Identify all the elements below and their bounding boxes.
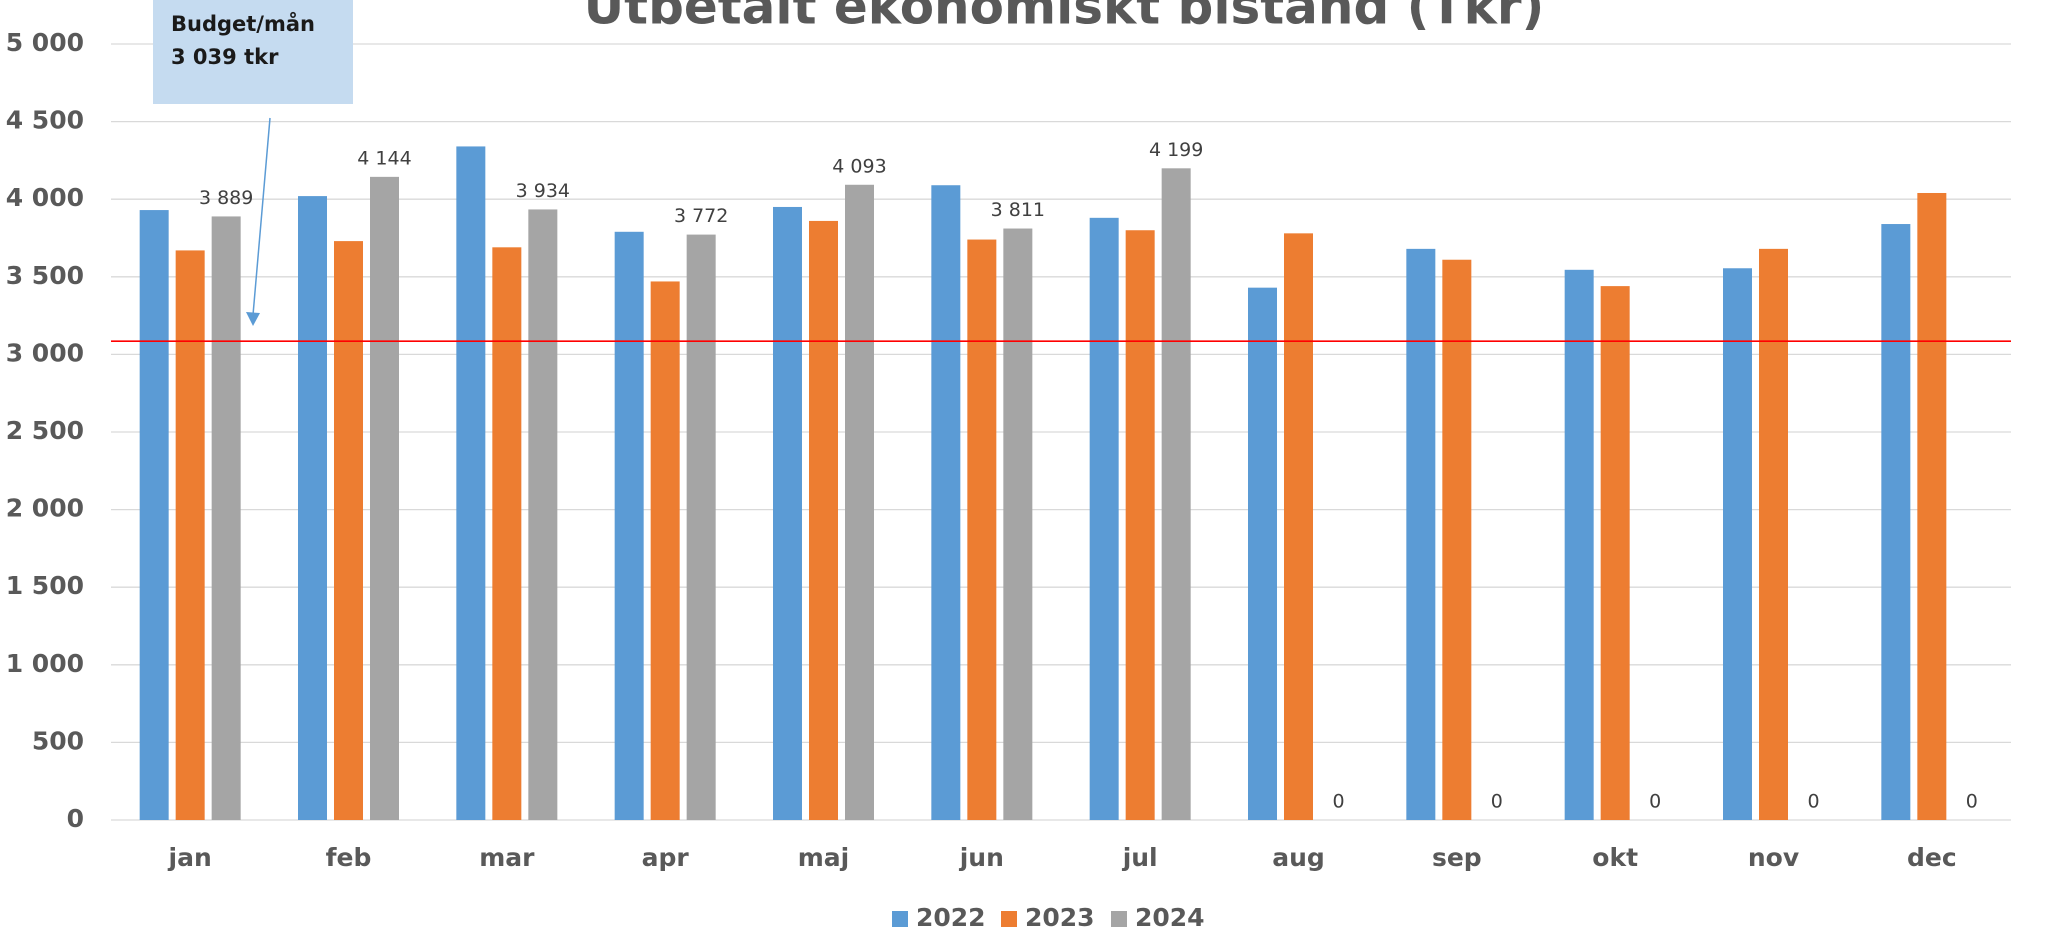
bar (1125, 230, 1155, 821)
x-tick-label: dec (1907, 843, 1957, 872)
bar (139, 210, 169, 821)
bar (686, 234, 716, 821)
y-tick-label: 3 000 (6, 338, 84, 367)
bar (1564, 269, 1594, 820)
value-label: 4 093 (832, 155, 886, 177)
bar (298, 196, 327, 820)
value-label: 3 889 (199, 187, 253, 209)
y-tick-label: 2 500 (6, 416, 84, 445)
annotation-arrow (252, 117, 271, 316)
bar (1161, 168, 1191, 821)
x-tick-label: maj (798, 843, 850, 872)
annotation-text: Budget/mån (171, 11, 315, 36)
bar (1442, 259, 1472, 820)
bar (650, 281, 680, 820)
bar (931, 185, 961, 820)
x-tick-label: mar (479, 843, 535, 872)
bar (1284, 233, 1313, 820)
value-label: 0 (1966, 791, 1978, 813)
y-tick-label: 0 (67, 804, 84, 833)
bar (211, 216, 241, 821)
y-tick-label: 5 000 (6, 28, 84, 57)
bar (1003, 228, 1033, 820)
value-label: 0 (1332, 791, 1344, 813)
y-tick-label: 1 500 (6, 571, 84, 600)
annotation-text: 3 039 tkr (171, 45, 279, 69)
y-tick-label: 1 000 (6, 649, 84, 678)
legend-label: 2022 (916, 903, 986, 932)
legend-swatch (1001, 911, 1017, 927)
x-tick-label: okt (1592, 843, 1638, 872)
x-tick-label: nov (1748, 843, 1799, 872)
y-tick-label: 4 000 (6, 183, 84, 212)
bar (334, 241, 363, 820)
x-tick-label: sep (1432, 843, 1482, 872)
x-tick-label: jul (1122, 843, 1158, 872)
bar (492, 247, 522, 820)
bar (1881, 224, 1911, 821)
bar (1723, 268, 1752, 820)
legend-swatch (1111, 911, 1127, 927)
bar (614, 231, 644, 821)
legend-label: 2024 (1135, 903, 1205, 932)
x-tick-label: jan (168, 843, 212, 872)
x-tick-label: apr (642, 843, 690, 872)
bar (370, 176, 399, 820)
bar (1600, 286, 1630, 820)
bar (1917, 192, 1947, 820)
value-label: 4 199 (1149, 139, 1203, 161)
bar (845, 184, 874, 820)
value-label: 0 (1649, 791, 1661, 813)
value-label: 0 (1491, 791, 1503, 813)
bar (809, 220, 838, 821)
bar (1089, 217, 1119, 821)
bar (1248, 287, 1277, 820)
bar (175, 250, 205, 820)
value-label: 3 811 (991, 199, 1045, 221)
bar (528, 209, 558, 820)
legend-swatch (892, 911, 908, 927)
x-tick-label: aug (1272, 843, 1325, 872)
bar (1759, 248, 1788, 820)
value-label: 4 144 (357, 147, 411, 169)
value-label: 0 (1807, 791, 1819, 813)
y-tick-label: 4 500 (6, 106, 84, 135)
legend-label: 2023 (1025, 903, 1095, 932)
y-tick-label: 3 500 (6, 261, 84, 290)
bar (773, 206, 802, 820)
annotation-box (153, 0, 353, 104)
bar (967, 239, 997, 820)
x-tick-label: feb (326, 843, 372, 872)
x-tick-label: jun (959, 843, 1004, 872)
y-tick-label: 2 000 (6, 494, 84, 523)
value-label: 3 772 (674, 205, 728, 227)
bar (1406, 248, 1436, 820)
bar (456, 146, 486, 820)
y-tick-label: 500 (32, 726, 84, 755)
chart-title: Utbetalt ekonomiskt bistånd (Tkr) (584, 0, 1545, 36)
value-label: 3 934 (516, 180, 570, 202)
arrow-head (246, 312, 260, 326)
